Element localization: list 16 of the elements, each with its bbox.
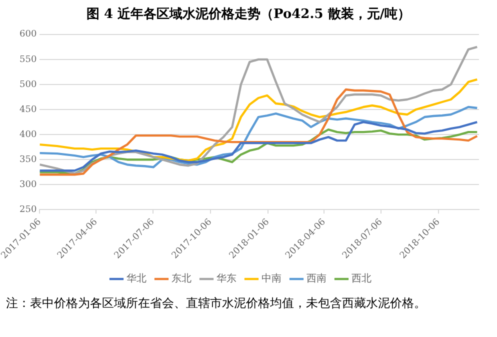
y-tick-label: 300 [20,180,37,190]
y-tick-label: 250 [20,205,37,216]
legend-label: 东北 [172,272,192,285]
y-tick-label: 450 [20,104,37,115]
y-tick-label: 400 [20,130,37,140]
y-tick-label: 600 [20,30,37,40]
y-tick-label: 500 [20,80,37,90]
y-tick-label: 550 [20,54,37,65]
legend-label: 中南 [262,272,282,285]
legend-label: 西南 [306,272,326,285]
chart-title: 图 4 近年各区域水泥价格走势（Po42.5 散装，元/吨） [85,6,412,24]
legend-label: 西北 [352,272,372,285]
y-tick-label: 350 [20,154,37,165]
text: 注：表中价格为各区域所在省会、直辖市水泥价格均值，未包含西藏水泥价格。 [6,295,427,312]
legend-label: 华东 [216,272,236,285]
legend-label: 华北 [126,272,146,285]
